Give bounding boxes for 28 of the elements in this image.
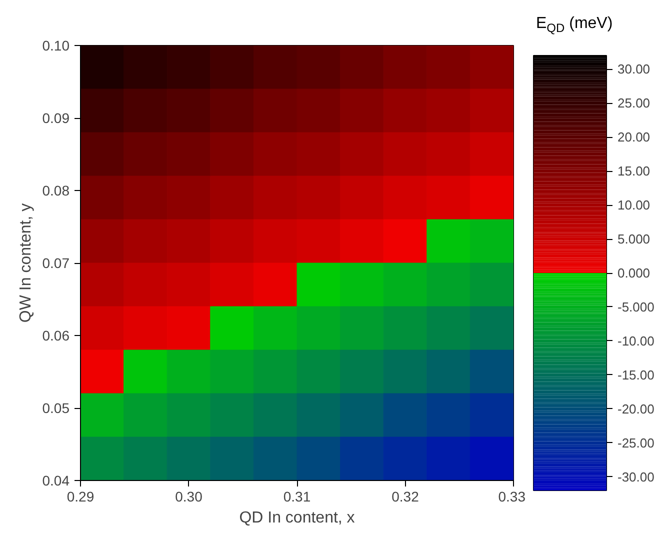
- color-bar-title: E$_{QD}$ (meV): [536, 14, 613, 38]
- color-bar-label: -20.00: [618, 401, 654, 416]
- color-bar-label: 10.00: [618, 198, 650, 213]
- color-bar-label: 15.00: [618, 164, 650, 179]
- x-tick-label: 0.31: [283, 488, 311, 504]
- y-tick-label: 0.08: [42, 182, 70, 198]
- color-bar-label: -15.00: [618, 367, 654, 382]
- color-bar-label: 30.00: [618, 62, 650, 77]
- y-tick-label: 0.07: [42, 255, 70, 271]
- color-bar-label: -5.000: [618, 299, 654, 314]
- y-tick-label: 0.04: [42, 472, 70, 488]
- color-bar-label: 25.00: [618, 96, 650, 111]
- color-bar-label: 5.000: [618, 232, 650, 247]
- x-tick-label: 0.32: [392, 488, 420, 504]
- y-tick-label: 0.10: [42, 38, 70, 54]
- y-tick-label: 0.06: [42, 328, 70, 344]
- y-tick-label: 0.05: [42, 400, 70, 416]
- color-bar-label: -25.00: [618, 435, 654, 450]
- color-bar-label: 20.00: [618, 130, 650, 145]
- y-axis-title: QW In content, y: [17, 203, 34, 323]
- y-tick-label: 0.09: [42, 110, 70, 126]
- color-bar-label: -10.00: [618, 333, 654, 348]
- x-tick-label: 0.29: [66, 488, 94, 504]
- color-bar-label: 0.000: [618, 266, 650, 280]
- x-tick-label: 0.33: [498, 488, 526, 504]
- x-axis-title: QD In content, x: [239, 510, 355, 526]
- color-bar-label: -30.00: [618, 469, 654, 484]
- x-tick-label: 0.30: [175, 488, 203, 504]
